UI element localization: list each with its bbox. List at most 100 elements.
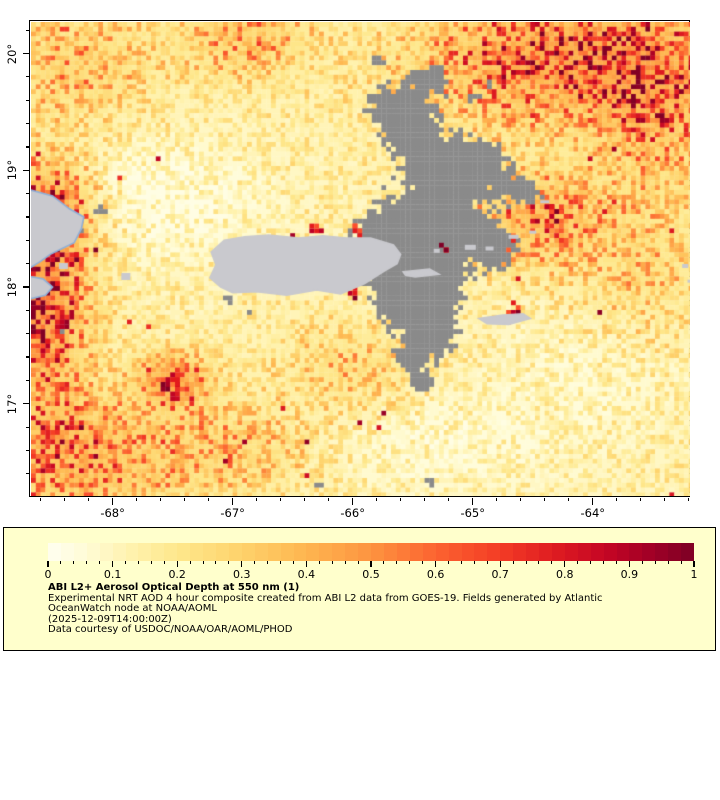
colorbar-segment [513, 543, 527, 561]
x-minor-tick [496, 497, 498, 502]
x-minor-tick [184, 497, 186, 502]
colorbar-minor-tick [641, 561, 643, 564]
colorbar-segment [461, 543, 475, 561]
colorbar-minor-tick [654, 561, 656, 564]
colorbar-minor-tick [280, 561, 282, 564]
colorbar-major-tick [499, 561, 501, 567]
legend-line: Experimental NRT AOD 4 hour composite cr… [48, 592, 603, 604]
y-minor-tick [25, 99, 30, 101]
y-minor-tick [25, 263, 30, 265]
x-major-tick [472, 497, 474, 505]
colorbar-segment [60, 543, 74, 561]
y-minor-tick [25, 193, 30, 195]
x-minor-tick [160, 497, 162, 502]
x-major-tick [352, 497, 354, 505]
x-tick-label: -64° [580, 505, 606, 520]
colorbar-tick-label: 0.7 [491, 568, 509, 581]
y-minor-tick [25, 449, 30, 452]
colorbar-segment [526, 543, 540, 561]
colorbar-tick-label: 0 [44, 568, 52, 581]
colorbar-minor-tick [538, 561, 540, 564]
colorbar-minor-tick [99, 561, 101, 564]
colorbar-segment [267, 543, 281, 561]
colorbar-segment [332, 543, 346, 561]
colorbar-minor-tick [189, 561, 191, 564]
y-minor-tick [25, 356, 30, 358]
colorbar-minor-tick [215, 561, 217, 564]
colorbar-segment [474, 543, 488, 561]
colorbar-segment [86, 543, 100, 561]
y-minor-tick [25, 122, 30, 125]
colorbar-segment [539, 543, 552, 561]
colorbar-segment [500, 543, 514, 561]
colorbar-minor-tick [254, 561, 256, 564]
colorbar-segment [564, 543, 578, 561]
legend-line: (2025-12-09T14:00:00Z) [48, 613, 172, 625]
colorbar-minor-tick [318, 561, 320, 564]
colorbar-minor-tick [473, 561, 475, 564]
x-minor-tick [400, 497, 402, 502]
colorbar-minor-tick [344, 561, 346, 564]
x-minor-tick [136, 497, 138, 502]
colorbar-minor-tick [228, 561, 230, 564]
colorbar-segment [396, 543, 410, 561]
colorbar-tick-label: 0.9 [620, 568, 639, 581]
colorbar-segment [151, 543, 165, 561]
colorbar-tick-label: 0.4 [297, 568, 316, 581]
x-major-tick [112, 497, 114, 505]
colorbar-minor-tick [422, 561, 424, 564]
colorbar-minor-tick [512, 561, 514, 564]
x-minor-tick [280, 497, 282, 502]
legend-line: OceanWatch node at NOAA/AOML [48, 603, 217, 615]
x-minor-tick [376, 497, 378, 502]
x-minor-tick [568, 497, 570, 502]
x-minor-tick [688, 497, 690, 502]
colorbar-segment [228, 543, 242, 561]
colorbar-major-tick [370, 561, 372, 567]
colorbar-segment [668, 543, 682, 561]
colorbar-segment [358, 543, 372, 561]
colorbar-segment [642, 543, 656, 561]
y-minor-tick [25, 146, 30, 148]
colorbar-segment [422, 543, 436, 561]
x-minor-tick [664, 497, 666, 502]
x-minor-tick [616, 497, 618, 502]
colorbar-segment [241, 543, 255, 561]
colorbar-minor-tick [60, 561, 62, 564]
y-minor-tick [25, 333, 30, 335]
colorbar-tick-label: 0.8 [556, 568, 574, 581]
colorbar-major-tick [47, 561, 49, 567]
y-minor-tick [25, 29, 30, 31]
colorbar-segment [409, 543, 423, 561]
colorbar-tick-label: 0.2 [168, 568, 186, 581]
x-minor-tick [520, 497, 522, 502]
colorbar-minor-tick [590, 561, 592, 564]
y-major-tick [22, 286, 30, 288]
colorbar-segment [345, 543, 359, 561]
colorbar-major-tick [693, 561, 695, 567]
legend-line: Data courtesy of USDOC/NOAA/OAR/AOML/PHO… [48, 624, 293, 636]
colorbar-minor-tick [267, 561, 269, 564]
y-minor-tick [25, 473, 30, 475]
colorbar-segment [448, 543, 462, 561]
y-tick-label: 17° [5, 393, 19, 414]
y-minor-tick [25, 309, 30, 311]
colorbar-tick-label: 0.6 [426, 568, 445, 581]
colorbar-segment [254, 543, 268, 561]
x-tick-label: -67° [220, 505, 245, 520]
legend-description: Experimental NRT AOD 4 hour composite cr… [48, 592, 603, 636]
colorbar-tick-label: 1 [690, 568, 698, 581]
colorbar-minor-tick [396, 561, 398, 564]
x-minor-tick [640, 497, 642, 502]
colorbar-minor-tick [86, 561, 88, 564]
colorbar-segment [125, 543, 139, 561]
aod-raster-canvas [31, 22, 690, 496]
x-minor-tick [328, 497, 330, 502]
colorbar-major-tick [435, 561, 437, 567]
colorbar-segment [681, 543, 695, 561]
colorbar-minor-tick [448, 561, 450, 564]
colorbar-minor-tick [409, 561, 411, 564]
y-minor-tick [25, 379, 30, 381]
x-major-tick [232, 497, 234, 505]
colorbar-segment [203, 543, 216, 561]
